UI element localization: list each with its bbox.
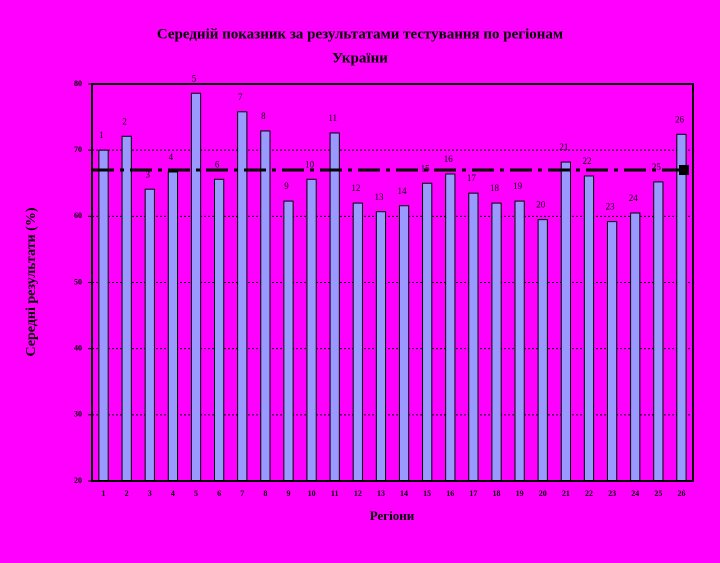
bar bbox=[144, 188, 155, 482]
bar-label: 22 bbox=[582, 156, 591, 166]
bar-label: 15 bbox=[421, 163, 431, 173]
bar bbox=[422, 182, 433, 482]
bar bbox=[329, 132, 340, 482]
bar-label: 9 bbox=[284, 181, 289, 191]
bar bbox=[583, 175, 595, 482]
bar bbox=[514, 200, 525, 482]
x-tick-label: 26 bbox=[677, 489, 685, 498]
x-tick-label: 20 bbox=[539, 489, 547, 498]
chart-title: України bbox=[332, 50, 388, 66]
x-tick-label: 9 bbox=[286, 489, 290, 498]
bar-label: 26 bbox=[675, 114, 685, 124]
x-tick-label: 17 bbox=[469, 489, 477, 498]
chart-title: Середній показник за результатами тестув… bbox=[157, 26, 563, 42]
bar-label: 17 bbox=[467, 173, 477, 183]
x-tick-label: 21 bbox=[562, 489, 570, 498]
x-tick-label: 15 bbox=[423, 489, 431, 498]
y-tick-label: 30 bbox=[74, 410, 82, 419]
bar bbox=[121, 135, 132, 482]
bar bbox=[214, 178, 225, 482]
x-tick-label: 23 bbox=[608, 489, 616, 498]
x-tick-label: 2 bbox=[125, 489, 129, 498]
bar bbox=[306, 178, 317, 482]
bar-label: 16 bbox=[444, 154, 454, 164]
bar-label: 11 bbox=[328, 113, 337, 123]
bar bbox=[445, 173, 456, 482]
y-tick-label: 40 bbox=[74, 343, 82, 352]
bar bbox=[352, 202, 363, 482]
x-tick-label: 22 bbox=[585, 489, 593, 498]
bar-label: 19 bbox=[513, 181, 523, 191]
x-tick-label: 19 bbox=[516, 489, 524, 498]
x-tick-label: 16 bbox=[446, 489, 454, 498]
x-tick-label: 8 bbox=[263, 489, 267, 498]
bar bbox=[491, 202, 502, 482]
x-tick-label: 25 bbox=[654, 489, 662, 498]
bar-label: 18 bbox=[490, 183, 500, 193]
bar-label: 23 bbox=[606, 202, 616, 212]
bar bbox=[468, 192, 479, 482]
bar-label: 10 bbox=[305, 159, 315, 169]
bar-label: 2 bbox=[122, 116, 127, 126]
bar-label: 3 bbox=[146, 169, 151, 179]
average-marker bbox=[679, 165, 689, 176]
bar-label: 1 bbox=[99, 130, 104, 140]
y-tick-label: 20 bbox=[74, 476, 82, 485]
x-tick-label: 6 bbox=[217, 489, 221, 498]
x-tick-label: 11 bbox=[331, 489, 339, 498]
bar-label: 5 bbox=[192, 73, 197, 83]
y-tick-label: 70 bbox=[74, 145, 82, 154]
x-tick-label: 1 bbox=[102, 489, 106, 498]
y-tick-label: 80 bbox=[74, 79, 82, 88]
bar-label: 8 bbox=[261, 111, 266, 121]
bar bbox=[676, 133, 687, 482]
x-tick-label: 14 bbox=[400, 489, 408, 498]
bar bbox=[560, 161, 571, 482]
x-tick-label: 10 bbox=[308, 489, 316, 498]
y-axis-label: Середні результати (%) bbox=[24, 207, 39, 356]
plot-frame bbox=[91, 83, 694, 482]
bar bbox=[630, 212, 641, 482]
bar bbox=[606, 221, 618, 482]
y-tick-label: 60 bbox=[74, 211, 82, 220]
bar-label: 25 bbox=[652, 162, 662, 172]
bar-label: 20 bbox=[536, 200, 546, 210]
y-tick-label: 50 bbox=[74, 277, 82, 286]
bar bbox=[398, 205, 410, 482]
bar bbox=[167, 171, 179, 482]
bar bbox=[375, 211, 387, 482]
bar bbox=[260, 130, 271, 482]
x-tick-label: 7 bbox=[240, 489, 244, 498]
x-tick-label: 4 bbox=[171, 489, 175, 498]
x-tick-label: 24 bbox=[631, 489, 639, 498]
bar bbox=[98, 149, 109, 482]
bar-label: 14 bbox=[398, 186, 408, 196]
bar-label: 4 bbox=[169, 152, 174, 162]
bar bbox=[653, 181, 664, 482]
x-tick-label: 3 bbox=[148, 489, 152, 498]
bar bbox=[190, 92, 202, 482]
x-tick-label: 12 bbox=[354, 489, 362, 498]
x-tick-label: 5 bbox=[194, 489, 198, 498]
bar-label: 24 bbox=[629, 193, 639, 203]
bar-label: 6 bbox=[215, 159, 220, 169]
bar bbox=[537, 219, 548, 482]
x-tick-label: 18 bbox=[493, 489, 501, 498]
bar bbox=[237, 111, 248, 482]
bar bbox=[283, 200, 294, 482]
bar-label: 13 bbox=[374, 192, 384, 202]
bar-label: 21 bbox=[559, 142, 568, 152]
x-tick-label: 13 bbox=[377, 489, 385, 498]
bar-label: 7 bbox=[238, 92, 243, 102]
bar-label: 12 bbox=[351, 183, 360, 193]
x-axis-label: Регіони bbox=[370, 508, 415, 523]
